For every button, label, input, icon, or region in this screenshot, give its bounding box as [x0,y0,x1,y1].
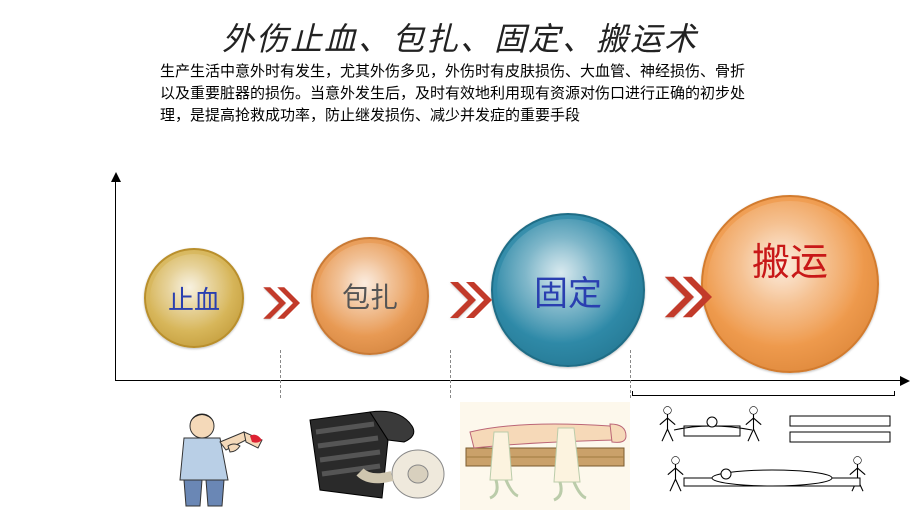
step-label: 搬运 [752,231,828,286]
x-axis [115,380,900,381]
intro-paragraph: 生产生活中意外时有发生，尤其外伤多见，外伤时有皮肤损伤、大血管、神经损伤、骨折以… [160,62,750,127]
step-label: 止血 [168,280,220,317]
y-axis [115,180,116,380]
divider-dashed [630,350,631,398]
chevron-icon [444,276,492,324]
transport-illustration [640,402,900,510]
bandage-illustration [300,402,450,510]
slide-root: 外伤止血、包扎、固定、搬运术 生产生活中意外时有发生，尤其外伤多见，外伤时有皮肤… [0,0,920,517]
step-circle-hemostasis: 止血 [144,248,244,348]
step-circle-bandage: 包扎 [311,237,429,355]
page-title: 外伤止血、包扎、固定、搬运术 [0,14,920,60]
divider-dashed [450,350,451,398]
bleeding-control-illustration [150,402,290,510]
chevron-icon [658,270,712,324]
chevron-icon [258,282,300,324]
y-axis-arrow [111,172,121,182]
step-label: 包扎 [342,276,398,316]
divider-dashed [280,350,281,398]
step-circle-transport: 搬运 [701,195,879,373]
range-bar [632,395,895,396]
splint-illustration [460,402,630,510]
step-label: 固定 [534,266,602,315]
step-circle-fixation: 固定 [491,213,645,367]
x-axis-arrow [900,376,910,386]
